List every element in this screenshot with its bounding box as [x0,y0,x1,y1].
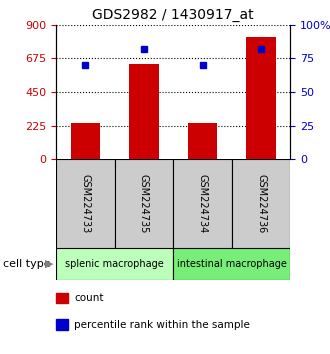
Text: count: count [74,293,104,303]
Text: splenic macrophage: splenic macrophage [65,259,164,269]
Bar [56,159,115,248]
Text: GSM224733: GSM224733 [81,174,90,233]
Bar [56,248,173,280]
Text: GSM224736: GSM224736 [256,174,266,233]
Text: cell type: cell type [3,259,51,269]
Bar [115,159,173,248]
Text: percentile rank within the sample: percentile rank within the sample [74,320,250,330]
Bar [71,123,100,159]
Bar [247,37,276,159]
Text: GSM224735: GSM224735 [139,174,149,233]
Bar [129,64,159,159]
Bar [232,159,290,248]
Text: intestinal macrophage: intestinal macrophage [177,259,287,269]
Bar [173,159,232,248]
Title: GDS2982 / 1430917_at: GDS2982 / 1430917_at [92,8,254,22]
Bar [173,248,290,280]
Text: ▶: ▶ [45,259,53,269]
Bar [188,124,217,159]
Text: GSM224734: GSM224734 [198,174,208,233]
